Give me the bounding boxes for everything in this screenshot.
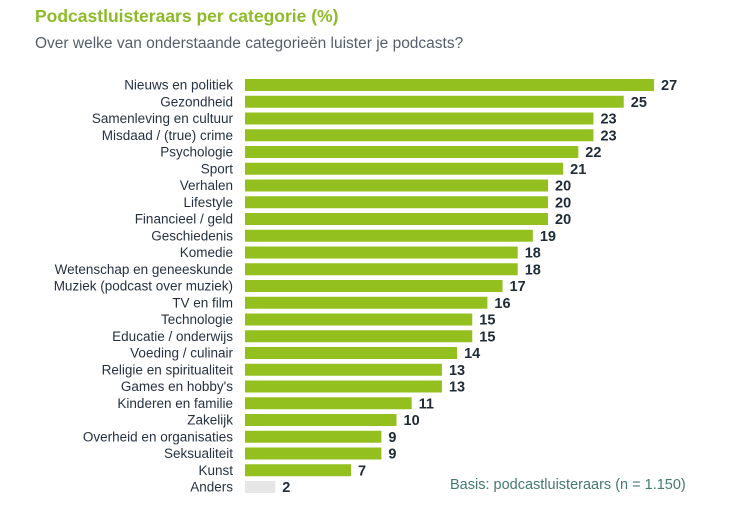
bar [245, 196, 548, 209]
bar [245, 330, 473, 343]
category-label: Seksualiteit [164, 446, 233, 461]
value-label: 22 [585, 145, 601, 161]
category-label: Kinderen en familie [117, 396, 233, 411]
bar [245, 229, 533, 242]
category-label: Educatie / onderwijs [112, 329, 233, 344]
value-label: 10 [404, 413, 420, 429]
category-label: Kunst [198, 463, 233, 478]
bar [245, 447, 382, 460]
chart-title: Podcastluisteraars per categorie (%) [35, 6, 339, 26]
category-label: Geschiedenis [151, 228, 233, 243]
category-label: Anders [190, 480, 233, 495]
bar [245, 263, 518, 276]
bar [245, 112, 594, 125]
category-label: Voeding / culinair [130, 346, 233, 361]
value-label: 18 [525, 246, 541, 262]
bar [245, 430, 382, 443]
value-label: 15 [479, 329, 495, 345]
bar [245, 129, 594, 142]
value-label: 18 [525, 262, 541, 278]
value-label: 17 [510, 279, 526, 295]
bar [245, 363, 442, 376]
category-label: Misdaad / (true) crime [102, 128, 233, 143]
category-label: Zakelijk [187, 413, 233, 428]
value-label: 14 [464, 346, 480, 362]
bar [245, 95, 624, 108]
bar [245, 414, 397, 426]
category-label: Religie en spiritualiteit [102, 362, 234, 377]
category-label: Technologie [161, 312, 233, 327]
bar [245, 179, 548, 192]
value-label: 15 [479, 313, 495, 329]
bar [245, 397, 412, 410]
category-label: Wetenschap en geneeskunde [55, 262, 233, 277]
bar [245, 380, 442, 393]
category-label: Gezondheid [160, 94, 233, 109]
bar [245, 213, 548, 225]
bar [245, 162, 564, 175]
category-label: Financieel / geld [135, 212, 233, 227]
chart-subtitle: Over welke van onderstaande categorieën … [35, 35, 464, 52]
category-label: Verhalen [180, 178, 233, 193]
bar [245, 146, 579, 158]
base-footnote: Basis: podcastluisteraars (n = 1.150) [450, 477, 686, 493]
category-label: Psychologie [160, 145, 233, 160]
bar [245, 481, 276, 493]
value-label: 25 [631, 95, 647, 111]
bar [245, 246, 518, 259]
value-label: 9 [388, 447, 396, 463]
bar [245, 347, 458, 359]
value-label: 23 [600, 112, 616, 128]
value-label: 19 [540, 229, 556, 245]
bar [245, 296, 488, 309]
bar [245, 79, 655, 91]
bar [245, 464, 352, 477]
category-label: Muziek (podcast over muziek) [54, 279, 233, 294]
category-label: Samenleving en cultuur [92, 111, 234, 126]
category-label: Overheid en organisaties [83, 429, 233, 444]
value-label: 9 [388, 430, 396, 446]
category-label: Games en hobby's [121, 379, 233, 394]
value-label: 7 [358, 463, 366, 479]
bar [245, 313, 473, 326]
category-label: Sport [201, 161, 234, 176]
value-label: 11 [419, 396, 434, 412]
value-label: 2 [282, 480, 290, 496]
value-label: 23 [600, 128, 616, 144]
value-label: 13 [449, 363, 465, 379]
category-label: TV en film [172, 295, 233, 310]
value-label: 16 [494, 296, 510, 312]
category-label: Komedie [180, 245, 233, 260]
value-label: 21 [570, 162, 586, 178]
value-label: 20 [555, 195, 571, 211]
value-label: 27 [661, 78, 677, 94]
value-label: 20 [555, 212, 571, 228]
category-label: Lifestyle [183, 195, 233, 210]
value-label: 20 [555, 179, 571, 195]
value-label: 13 [449, 380, 465, 396]
category-label: Nieuws en politiek [124, 78, 233, 93]
bar [245, 280, 503, 292]
